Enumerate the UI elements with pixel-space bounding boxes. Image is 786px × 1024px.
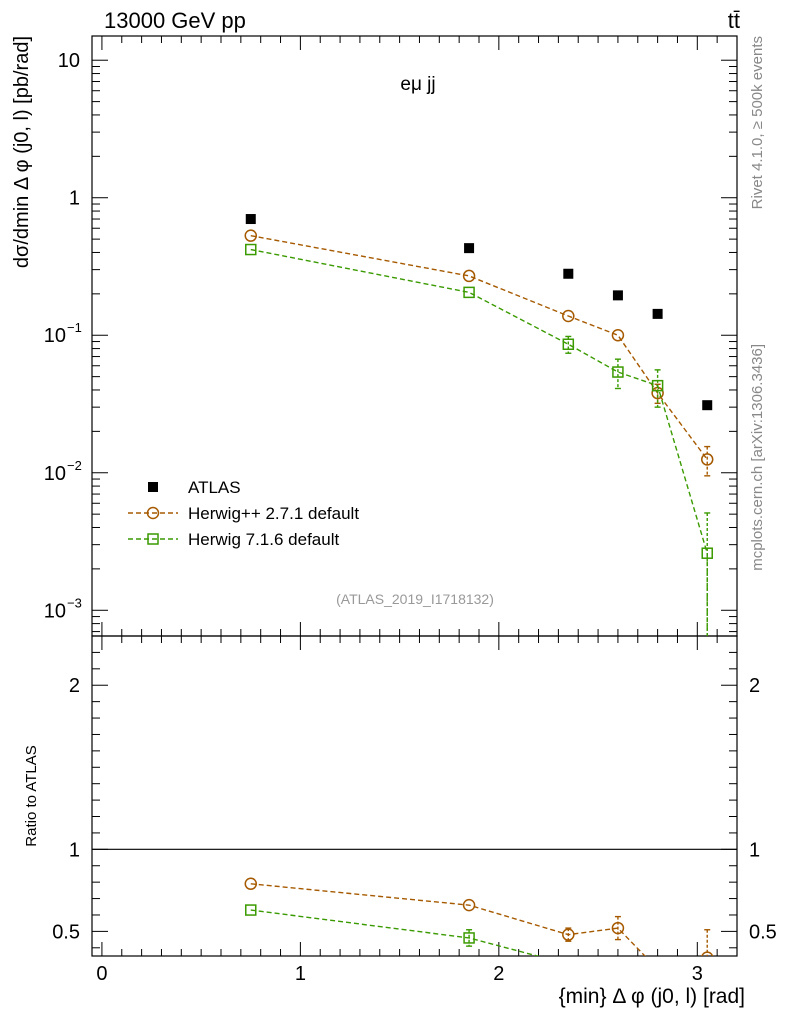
- main-point: [462, 269, 476, 283]
- series-layer: [244, 214, 714, 975]
- main-point: [562, 338, 575, 351]
- analysis-tag: (ATLAS_2019_I1718132): [336, 591, 494, 607]
- main-point: [245, 214, 256, 225]
- ratio-point: [613, 962, 623, 972]
- ratio-series-line: [250, 883, 646, 956]
- ratio-y-tick-label-right: 1: [749, 839, 760, 861]
- ratio-y-tick-label-right: 0.5: [749, 921, 777, 943]
- ratio-y-tick-label: 1: [69, 839, 80, 861]
- energy-label: 13000 GeV pp: [104, 8, 246, 33]
- main-y-tick-label: 10: [44, 600, 66, 622]
- legend-marker: [146, 506, 160, 520]
- ratio-point: [653, 959, 663, 969]
- main-y-tick-exponent: −3: [67, 595, 82, 610]
- legend-marker: [147, 533, 159, 545]
- legend-label: Herwig++ 2.7.1 default: [188, 504, 359, 523]
- main-series-atlas: [245, 214, 713, 411]
- ratio-series-herwig7: [245, 904, 663, 972]
- main-series-line: [250, 248, 708, 554]
- main-series-herwig7: [245, 243, 713, 636]
- x-tick-label: 2: [493, 963, 504, 985]
- ratio-y-tick-label: 0.5: [52, 921, 80, 943]
- ratio-y-axis-title: Ratio to ATLAS: [23, 745, 40, 846]
- main-series-line: [250, 234, 708, 460]
- main-point: [611, 328, 625, 342]
- ratio-point: [462, 898, 476, 912]
- ratio-series-herwigpp: [244, 877, 714, 975]
- ratio-point: [244, 877, 258, 891]
- ratio-point: [562, 928, 575, 941]
- main-point: [702, 400, 713, 411]
- main-point: [700, 453, 714, 466]
- main-point: [652, 308, 663, 319]
- ratio-point: [611, 921, 625, 935]
- legend: ATLAS Herwig++ 2.7.1 default Herwig 7.1.6 …: [128, 478, 359, 549]
- main-y-axis-title-text: dσ/dmin Δ φ (j0, l) [pb/rad]: [11, 36, 33, 268]
- legend-label: ATLAS: [188, 478, 241, 497]
- main-y-tick-label: 1: [69, 188, 80, 210]
- panel-title: eμ jj: [400, 74, 435, 95]
- main-point: [651, 379, 664, 392]
- x-tick-label: 0: [96, 963, 107, 985]
- main-point: [701, 547, 713, 559]
- process-label: tt̄: [728, 8, 740, 33]
- legend-marker: [148, 482, 158, 492]
- main-y-axis-title: dσ/dmin Δ φ (j0, l) [pb/rad]: [11, 36, 33, 268]
- main-y-tick-exponent: −1: [67, 320, 82, 335]
- legend-label: Herwig 7.1.6 default: [188, 530, 339, 549]
- main-y-tick-exponent: −2: [67, 458, 82, 473]
- main-point: [463, 286, 475, 299]
- ratio-y-tick-label: 2: [69, 675, 80, 697]
- main-y-tick-label: 10: [44, 325, 66, 347]
- main-y-tick-label: 10: [44, 463, 66, 485]
- x-tick-label: 3: [692, 963, 703, 985]
- main-y-tick-label: 10: [58, 50, 80, 72]
- ratio-panel-frame: [91, 635, 738, 957]
- ratio-point: [563, 959, 573, 969]
- main-point: [612, 366, 624, 378]
- ratio-point: [652, 964, 663, 975]
- x-tick-label: 1: [295, 963, 306, 985]
- ratio-point: [701, 951, 714, 956]
- main-point: [244, 229, 258, 242]
- ratio-y-tick-label-right: 2: [749, 675, 760, 697]
- main-point: [562, 309, 575, 323]
- main-point: [612, 290, 623, 301]
- rivet-version-label: Rivet 4.1.0, ≥ 500k events: [749, 36, 766, 209]
- ratio-point: [463, 932, 475, 944]
- main-point: [464, 243, 475, 254]
- mcplots-label: mcplots.cern.ch [arXiv:1306.3436]: [749, 344, 766, 571]
- main-point: [245, 243, 257, 256]
- main-point: [563, 268, 574, 279]
- main-series-herwigpp: [244, 229, 714, 477]
- x-axis-title: {min} Δ φ (j0, l) [rad]: [559, 985, 745, 1008]
- ratio-point: [245, 904, 257, 916]
